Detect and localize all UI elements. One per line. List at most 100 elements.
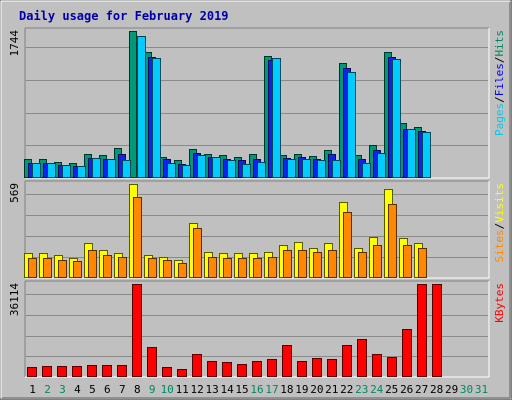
panel-kbytes: KBytes 1: 4000 KBytes 2: 4200 KBytes 3: 43… (8, 280, 506, 378)
bar-pages-day-15: Pages 15: 170 (242, 164, 251, 178)
bar-sites-day-23: Sites 23: 160 (358, 252, 367, 278)
bar-kbytes-day-13: KBytes 13: 6200 (207, 361, 217, 377)
bar-sites-day-18: Sites 18: 170 (283, 250, 292, 278)
bar-sites-day-10: Sites 10: 110 (163, 260, 172, 278)
legend-entry: / (493, 57, 506, 64)
bar-kbytes-day-21: KBytes 21: 7100 (327, 359, 337, 377)
bar-sites-day-22: Sites 22: 400 (343, 212, 352, 278)
panel-visits-sites: Visits 1: 150Visits 2: 150Visits 3: 140V… (8, 180, 506, 279)
bar-sites-day-24: Sites 24: 200 (373, 245, 382, 278)
bar-pages-day-3: Pages 3: 150 (62, 165, 71, 178)
bar-kbytes-day-7: KBytes 7: 4700 (117, 365, 127, 377)
bar-pages-day-19: Pages 19: 230 (302, 159, 311, 178)
y-max-label: 569 (8, 183, 21, 203)
legend-entry: / (493, 96, 506, 103)
bar-pages-day-2: Pages 2: 180 (47, 163, 56, 178)
bar-kbytes-day-15: KBytes 15: 4900 (237, 364, 247, 377)
x-tick-label: 3 (59, 383, 66, 396)
x-tick-label: 27 (415, 383, 428, 396)
bar-kbytes-day-25: KBytes 25: 7900 (387, 357, 397, 377)
bar-kbytes-day-28: KBytes 28: 36114 (432, 284, 442, 377)
x-tick-label: 8 (134, 383, 141, 396)
x-tick-label: 2 (44, 383, 51, 396)
bar-kbytes-day-5: KBytes 5: 4700 (87, 365, 97, 377)
bar-sites-day-14: Sites 14: 120 (223, 258, 232, 278)
legend-entry: Pages (493, 103, 506, 136)
bar-sites-day-16: Sites 16: 120 (253, 258, 262, 278)
bar-kbytes-day-1: KBytes 1: 4000 (27, 367, 37, 377)
bar-sites-day-19: Sites 19: 170 (298, 250, 307, 278)
bar-kbytes-day-9: KBytes 9: 11500 (147, 347, 157, 377)
bar-sites-day-25: Sites 25: 450 (388, 204, 397, 278)
bar-sites-day-27: Sites 27: 180 (418, 248, 427, 278)
x-tick-label: 22 (340, 383, 353, 396)
x-tick-label: 17 (265, 383, 278, 396)
bar-hits-day-8: Hits 8: 1744 (129, 31, 137, 178)
bar-sites-day-26: Sites 26: 200 (403, 245, 412, 278)
bar-sites-day-12: Sites 12: 300 (193, 228, 202, 278)
bar-pages-day-17: Pages 17: 1420 (272, 58, 281, 178)
bar-pages-day-18: Pages 18: 230 (287, 159, 296, 178)
bar-kbytes-day-18: KBytes 18: 12600 (282, 345, 292, 377)
bar-kbytes-day-26: KBytes 26: 18600 (402, 329, 412, 377)
x-tick-label: 18 (280, 383, 293, 396)
panel-legend: KBytes (493, 283, 506, 323)
bar-pages-day-5: Pages 5: 240 (92, 158, 101, 178)
bar-kbytes-day-10: KBytes 10: 3900 (162, 367, 172, 377)
x-tick-label: 24 (370, 383, 384, 396)
x-tick-label: 28 (430, 383, 443, 396)
x-axis-tick-labels: 1 2 3 4 5 6 7 8 9 10 11 12 13 14 15 16 17 18 19 20 21 22 23 24 2… (29, 383, 488, 396)
x-tick-label: 10 (161, 383, 174, 396)
x-tick-label: 7 (119, 383, 126, 396)
bar-sites-day-5: Sites 5: 170 (88, 250, 97, 278)
y-max-label: 1744 (8, 30, 21, 57)
panel-hits-files-pages: Hits 1: 225Hits 2: 225Hits 3: 190Hits 4:… (8, 27, 506, 179)
x-tick-label: 4 (74, 383, 81, 396)
bar-pages-day-7: Pages 7: 210 (122, 160, 131, 178)
bar-sites-day-13: Sites 13: 130 (208, 257, 217, 278)
x-tick-label: 15 (235, 383, 248, 396)
bar-pages-day-6: Pages 6: 230 (107, 159, 116, 178)
legend-entry: KBytes (493, 283, 506, 323)
x-tick-label: 6 (104, 383, 111, 396)
legend-entry: Files (493, 63, 506, 96)
x-tick-label: 16 (250, 383, 263, 396)
bar-sites-day-21: Sites 21: 170 (328, 250, 337, 278)
bar-pages-day-21: Pages 21: 210 (332, 160, 341, 178)
x-tick-label: 23 (355, 383, 368, 396)
bar-pages-day-14: Pages 14: 210 (227, 160, 236, 178)
y-max-label: 36114 (8, 283, 21, 316)
bar-sites-day-4: Sites 4: 100 (73, 261, 82, 278)
bar-pages-day-27: Pages 27: 550 (422, 132, 431, 178)
bar-kbytes-day-22: KBytes 22: 12500 (342, 345, 352, 377)
bar-kbytes-day-2: KBytes 2: 4200 (42, 366, 52, 377)
x-tick-label: 26 (400, 383, 413, 396)
bar-sites-day-8: Sites 8: 490 (133, 197, 142, 278)
bar-pages-day-11: Pages 11: 150 (182, 165, 191, 178)
bar-kbytes-day-17: KBytes 17: 6800 (267, 359, 277, 377)
bar-pages-day-20: Pages 20: 210 (317, 160, 326, 178)
x-tick-label: 25 (385, 383, 398, 396)
legend-entry: Hits (493, 30, 506, 57)
x-tick-label: 9 (149, 383, 156, 396)
bar-pages-day-10: Pages 10: 180 (167, 163, 176, 178)
x-tick-label: 13 (205, 383, 218, 396)
bar-kbytes-day-4: KBytes 4: 4300 (72, 366, 82, 377)
x-tick-label: 5 (89, 383, 96, 396)
bar-sites-day-3: Sites 3: 110 (58, 260, 67, 278)
bar-pages-day-23: Pages 23: 180 (362, 163, 371, 178)
legend-entry: / (493, 223, 506, 230)
legend-entry: Sites (493, 229, 506, 262)
x-tick-label: 29 (445, 383, 458, 396)
bar-kbytes-day-3: KBytes 3: 4300 (57, 366, 67, 377)
bar-kbytes-day-19: KBytes 19: 6400 (297, 361, 307, 377)
chart-panels: Hits 1: 225Hits 2: 225Hits 3: 190Hits 4:… (8, 27, 506, 378)
panel-legend: Pages/Files/Hits (493, 30, 506, 136)
bar-pages-day-25: Pages 25: 1410 (392, 59, 401, 178)
x-tick-label: 31 (475, 383, 488, 396)
bar-kbytes-day-6: KBytes 6: 4700 (102, 365, 112, 377)
bar-kbytes-day-11: KBytes 11: 3200 (177, 369, 187, 377)
bar-sites-day-7: Sites 7: 125 (118, 257, 127, 278)
bar-kbytes-day-12: KBytes 12: 9000 (192, 354, 202, 377)
